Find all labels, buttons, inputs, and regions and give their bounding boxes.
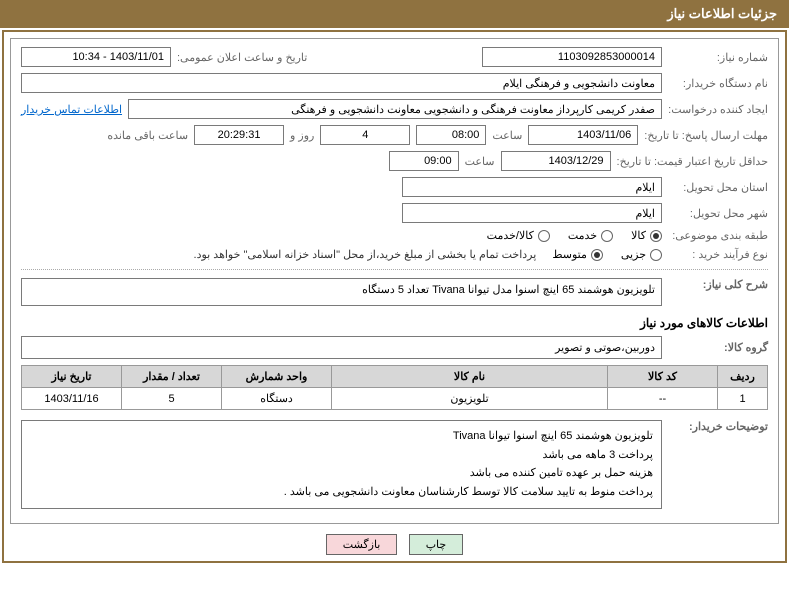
days-value: 4 — [320, 125, 410, 145]
panel-title: جزئیات اطلاعات نیاز — [667, 6, 777, 21]
time-label-2: ساعت — [465, 155, 495, 168]
row-purchase-type: نوع فرآیند خرید : جزيی متوسط پرداخت تمام… — [21, 248, 768, 261]
need-number-label: شماره نیاز: — [668, 51, 768, 64]
radio-both[interactable]: کالا/خدمت — [487, 229, 550, 242]
purchase-type-label: نوع فرآیند خرید : — [668, 248, 768, 261]
row-category: طبقه بندی موضوعی: کالا خدمت کالا/خدمت — [21, 229, 768, 242]
row-summary: شرح کلی نیاز: تلویزیون هوشمند 65 اینچ اس… — [21, 278, 768, 306]
cell-qty: 5 — [122, 388, 222, 410]
row-number: شماره نیاز: 1103092853000014 تاریخ و ساع… — [21, 47, 768, 67]
requester-value: صفدر کریمی کارپرداز معاونت فرهنگی و دانش… — [128, 99, 662, 119]
radio-medium[interactable]: متوسط — [552, 248, 603, 261]
content-panel: شماره نیاز: 1103092853000014 تاریخ و ساع… — [10, 38, 779, 524]
radio-goods[interactable]: کالا — [631, 229, 662, 242]
items-table: ردیف کد کالا نام کالا واحد شمارش تعداد /… — [21, 365, 768, 410]
buyer-desc-box: تلویزیون هوشمند 65 اینچ اسنوا تیوانا Tiv… — [21, 420, 662, 509]
buyer-label: نام دستگاه خریدار: — [668, 77, 768, 90]
desc-line: تلویزیون هوشمند 65 اینچ اسنوا تیوانا Tiv… — [30, 427, 653, 446]
cell-name: تلویزیون — [332, 388, 608, 410]
th-unit: واحد شمارش — [222, 366, 332, 388]
validity-time: 09:00 — [389, 151, 459, 171]
th-date: تاریخ نیاز — [22, 366, 122, 388]
row-province: استان محل تحویل: ایلام — [21, 177, 768, 197]
radio-partial[interactable]: جزيی — [621, 248, 662, 261]
days-label: روز و — [290, 129, 314, 142]
contact-link[interactable]: اطلاعات تماس خریدار — [21, 103, 122, 116]
print-button[interactable]: چاپ — [409, 534, 464, 555]
row-group: گروه کالا: دوربین،صوتی و تصویر — [21, 336, 768, 359]
row-buyer: نام دستگاه خریدار: معاونت دانشجویی و فره… — [21, 73, 768, 93]
row-validity: حداقل تاریخ اعتبار قیمت: تا تاریخ: 1403/… — [21, 151, 768, 171]
group-label: گروه کالا: — [668, 341, 768, 354]
desc-line: پرداخت 3 ماهه می باشد — [30, 446, 653, 465]
radio-dot-icon — [591, 249, 603, 261]
radio-dot-icon — [650, 249, 662, 261]
radio-dot-icon — [650, 230, 662, 242]
th-code: کد کالا — [608, 366, 718, 388]
remain-label: ساعت باقی مانده — [107, 129, 188, 142]
separator — [21, 269, 768, 270]
radio-service[interactable]: خدمت — [568, 229, 613, 242]
table-header-row: ردیف کد کالا نام کالا واحد شمارش تعداد /… — [22, 366, 768, 388]
announce-label: تاریخ و ساعت اعلان عمومی: — [177, 51, 307, 64]
desc-line: پرداخت منوط به تایید سلامت کالا توسط کار… — [30, 483, 653, 502]
province-value: ایلام — [402, 177, 662, 197]
cell-unit: دستگاه — [222, 388, 332, 410]
cell-row: 1 — [718, 388, 768, 410]
need-number-value: 1103092853000014 — [482, 47, 662, 67]
category-radio-group: کالا خدمت کالا/خدمت — [487, 229, 662, 242]
button-row: چاپ بازگشت — [10, 534, 779, 555]
panel-header: جزئیات اطلاعات نیاز — [0, 0, 789, 28]
deadline-date: 1403/11/06 — [528, 125, 638, 145]
row-buyer-desc: توضیحات خریدار: تلویزیون هوشمند 65 اینچ … — [21, 420, 768, 509]
th-qty: تعداد / مقدار — [122, 366, 222, 388]
countdown-value: 20:29:31 — [194, 125, 284, 145]
province-label: استان محل تحویل: — [668, 181, 768, 194]
validity-label: حداقل تاریخ اعتبار قیمت: تا تاریخ: — [617, 155, 768, 168]
main-frame: شماره نیاز: 1103092853000014 تاریخ و ساع… — [2, 30, 787, 563]
desc-line: هزینه حمل بر عهده تامین کننده می باشد — [30, 464, 653, 483]
buyer-value: معاونت دانشجویی و فرهنگی ایلام — [21, 73, 662, 93]
radio-dot-icon — [601, 230, 613, 242]
buyer-desc-label: توضیحات خریدار: — [668, 420, 768, 433]
deadline-label: مهلت ارسال پاسخ: تا تاریخ: — [644, 129, 768, 142]
validity-date: 1403/12/29 — [501, 151, 611, 171]
announce-value: 1403/11/01 - 10:34 — [21, 47, 171, 67]
summary-label: شرح کلی نیاز: — [668, 278, 768, 291]
row-requester: ایجاد کننده درخواست: صفدر کریمی کارپرداز… — [21, 99, 768, 119]
time-label-1: ساعت — [492, 129, 522, 142]
back-button[interactable]: بازگشت — [326, 534, 398, 555]
cell-code: -- — [608, 388, 718, 410]
city-label: شهر محل تحویل: — [668, 207, 768, 220]
th-row: ردیف — [718, 366, 768, 388]
goods-section-title: اطلاعات کالاهای مورد نیاز — [21, 316, 768, 330]
row-city: شهر محل تحویل: ایلام — [21, 203, 768, 223]
cell-date: 1403/11/16 — [22, 388, 122, 410]
row-deadline: مهلت ارسال پاسخ: تا تاریخ: 1403/11/06 سا… — [21, 125, 768, 145]
category-label: طبقه بندی موضوعی: — [668, 229, 768, 242]
city-value: ایلام — [402, 203, 662, 223]
requester-label: ایجاد کننده درخواست: — [668, 103, 768, 116]
summary-value: تلویزیون هوشمند 65 اینچ اسنوا مدل تیوانا… — [21, 278, 662, 306]
deadline-time: 08:00 — [416, 125, 486, 145]
th-name: نام کالا — [332, 366, 608, 388]
table-row: 1 -- تلویزیون دستگاه 5 1403/11/16 — [22, 388, 768, 410]
purchase-type-radio-group: جزيی متوسط — [552, 248, 662, 261]
group-value: دوربین،صوتی و تصویر — [21, 336, 662, 359]
purchase-note: پرداخت تمام یا بخشی از مبلغ خرید،از محل … — [194, 248, 537, 261]
radio-dot-icon — [538, 230, 550, 242]
